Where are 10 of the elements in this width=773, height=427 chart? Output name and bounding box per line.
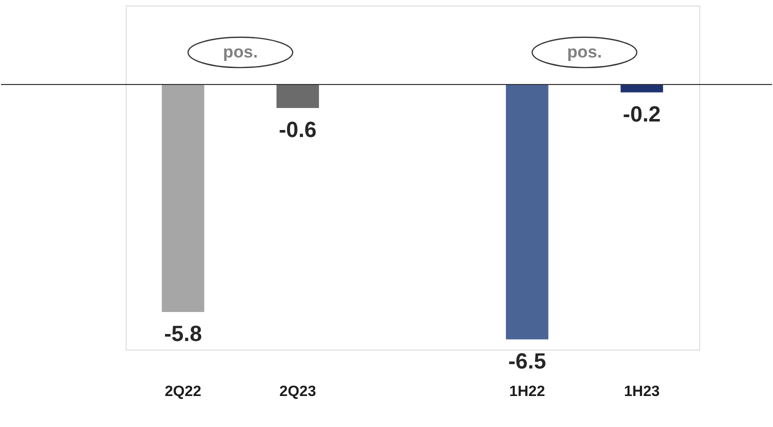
data-label: -0.6 (278, 116, 317, 142)
x-tick-label: 1H22 (509, 383, 546, 400)
data-label: -0.2 (622, 101, 661, 126)
x-tick-label: 1H23 (624, 383, 660, 400)
text: pos. (567, 42, 602, 62)
x-tick-label: 2Q23 (279, 383, 316, 400)
text: pos. (222, 42, 258, 62)
x-tick-label: 2Q22 (164, 383, 202, 400)
data-label: -6.5 (508, 348, 546, 374)
data-label: -5.8 (164, 320, 202, 346)
